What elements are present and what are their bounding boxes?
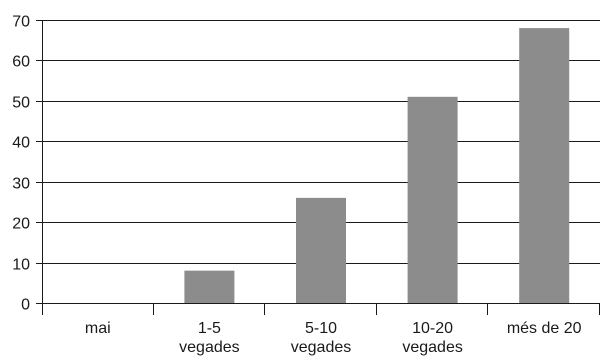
y-tick-label: 70 bbox=[12, 14, 30, 31]
x-tick-label: mai bbox=[85, 320, 111, 337]
x-tick-label-line: 1-5 bbox=[198, 320, 221, 337]
x-tick-label: 5-10 vegades bbox=[291, 320, 352, 356]
y-tick-label: 60 bbox=[12, 54, 30, 71]
y-tick-labels: 0 10 20 30 40 50 60 70 bbox=[12, 14, 30, 314]
y-tick-label: 10 bbox=[12, 257, 30, 274]
x-tick-label-line: més de 20 bbox=[507, 320, 582, 337]
y-tick-label: 30 bbox=[12, 176, 30, 193]
gridlines bbox=[42, 20, 600, 264]
x-tick-label-line: vegades bbox=[179, 339, 240, 356]
bar bbox=[184, 270, 235, 303]
x-tick-label-line: vegades bbox=[402, 339, 463, 356]
bar bbox=[296, 197, 346, 303]
x-tick-label: 1-5 vegades bbox=[179, 320, 240, 356]
bar bbox=[519, 28, 570, 303]
x-tick-label-line: vegades bbox=[291, 339, 352, 356]
x-tick-label: més de 20 bbox=[507, 320, 582, 337]
x-tick-label-line: 5-10 bbox=[305, 320, 337, 337]
x-tick-label-line: 10-20 bbox=[412, 320, 453, 337]
x-tick-labels: mai 1-5 vegades 5-10 vegades 10-20 vegades més … bbox=[85, 320, 582, 356]
bars bbox=[184, 28, 570, 303]
y-tick-label: 40 bbox=[12, 135, 30, 152]
y-tick-label: 50 bbox=[12, 95, 30, 112]
bar bbox=[407, 96, 458, 303]
axes bbox=[36, 20, 600, 315]
y-tick-label: 0 bbox=[21, 297, 30, 314]
y-tick-label: 20 bbox=[12, 216, 30, 233]
x-tick-label: 10-20 vegades bbox=[402, 320, 463, 356]
x-tick-label-line: mai bbox=[85, 320, 111, 337]
